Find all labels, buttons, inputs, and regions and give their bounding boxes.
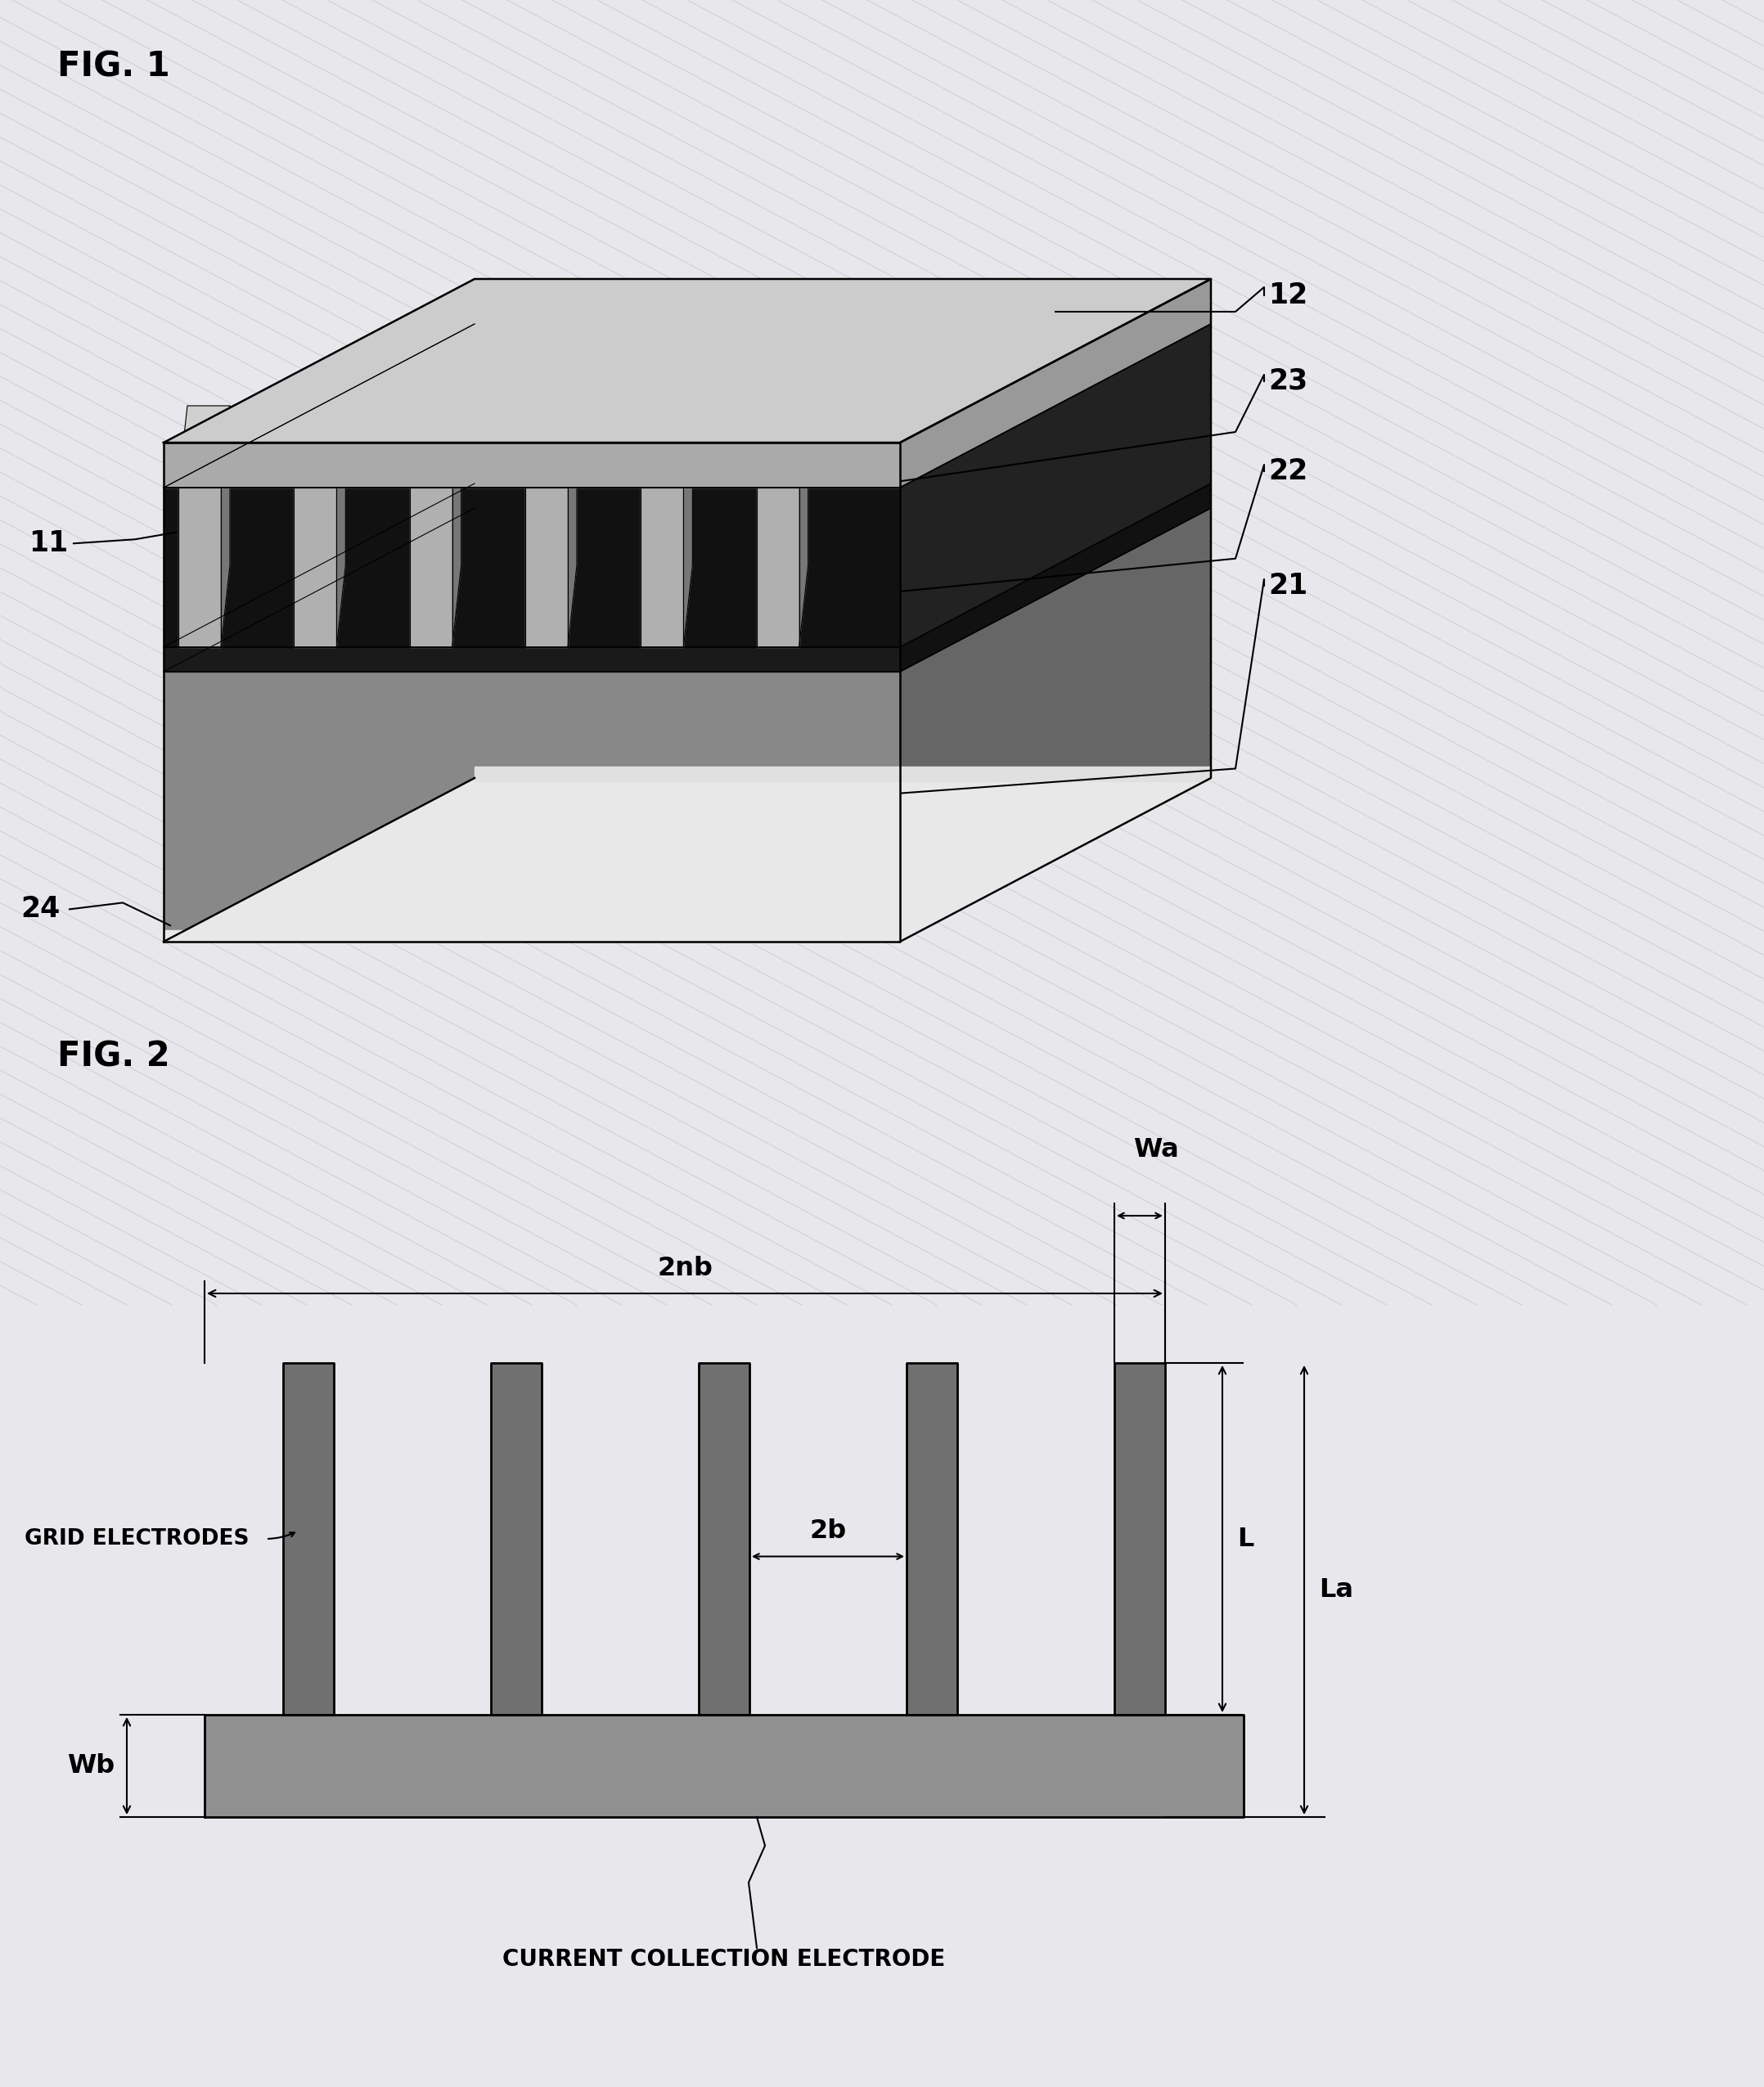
- Polygon shape: [164, 778, 1210, 941]
- Polygon shape: [490, 1363, 542, 1716]
- Text: 12: 12: [1268, 282, 1307, 309]
- Polygon shape: [900, 484, 1210, 672]
- Polygon shape: [164, 280, 1210, 442]
- Polygon shape: [907, 1363, 958, 1716]
- Polygon shape: [164, 507, 1210, 672]
- Text: La: La: [1319, 1578, 1353, 1603]
- Polygon shape: [526, 405, 577, 488]
- Text: L: L: [1237, 1526, 1254, 1551]
- Polygon shape: [282, 1363, 333, 1716]
- Polygon shape: [699, 1363, 750, 1716]
- Polygon shape: [526, 488, 568, 647]
- Polygon shape: [178, 488, 220, 647]
- Polygon shape: [164, 672, 900, 941]
- Text: GRID ELECTRODES: GRID ELECTRODES: [25, 1528, 249, 1549]
- Polygon shape: [409, 405, 460, 488]
- Polygon shape: [220, 405, 229, 647]
- Text: 23: 23: [1268, 367, 1307, 394]
- Polygon shape: [757, 405, 808, 488]
- Text: 2b: 2b: [810, 1519, 847, 1544]
- Polygon shape: [164, 484, 1210, 647]
- Polygon shape: [409, 488, 452, 647]
- Polygon shape: [164, 647, 900, 672]
- Text: 21: 21: [1268, 572, 1307, 599]
- Polygon shape: [205, 1716, 1244, 1818]
- Text: 2nb: 2nb: [656, 1256, 713, 1281]
- Polygon shape: [640, 488, 683, 647]
- Polygon shape: [683, 405, 693, 647]
- Polygon shape: [568, 405, 577, 647]
- Polygon shape: [164, 931, 900, 941]
- Polygon shape: [295, 405, 346, 488]
- Text: Wa: Wa: [1132, 1137, 1178, 1162]
- Text: Wb: Wb: [67, 1753, 115, 1778]
- Polygon shape: [799, 405, 808, 647]
- Polygon shape: [337, 405, 346, 647]
- Polygon shape: [640, 405, 693, 488]
- Text: CURRENT COLLECTION ELECTRODE: CURRENT COLLECTION ELECTRODE: [503, 1947, 946, 1970]
- Polygon shape: [757, 488, 799, 647]
- Polygon shape: [295, 488, 337, 647]
- Polygon shape: [900, 323, 1210, 647]
- Polygon shape: [164, 442, 900, 488]
- Text: 24: 24: [21, 895, 60, 922]
- Text: 22: 22: [1268, 457, 1307, 484]
- Polygon shape: [452, 405, 460, 647]
- Polygon shape: [900, 280, 1210, 488]
- Text: FIG. 2: FIG. 2: [56, 1039, 169, 1075]
- Polygon shape: [900, 507, 1210, 941]
- Polygon shape: [1115, 1363, 1164, 1716]
- Polygon shape: [178, 405, 229, 488]
- Text: FIG. 1: FIG. 1: [56, 50, 169, 83]
- Polygon shape: [475, 766, 1210, 781]
- Text: 11: 11: [28, 530, 69, 557]
- Polygon shape: [164, 488, 900, 647]
- Polygon shape: [164, 323, 1210, 488]
